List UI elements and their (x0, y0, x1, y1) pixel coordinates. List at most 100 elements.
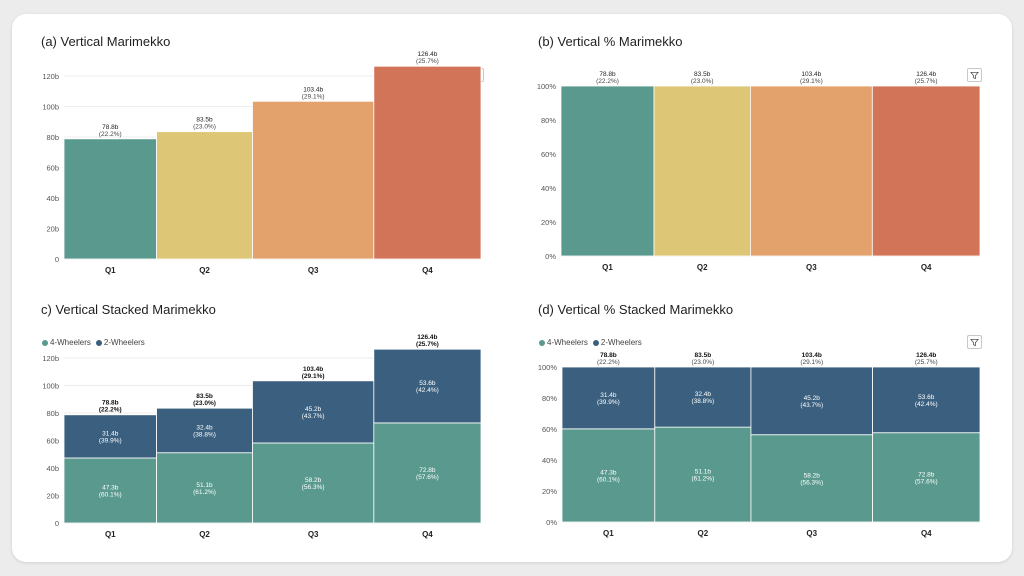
bar-segment (872, 366, 981, 434)
legend-item-4-wheelers[interactable]: 4-Wheelers (539, 338, 588, 347)
legend-label: 2-Wheelers (600, 338, 642, 347)
x-tick-label: Q3 (308, 530, 319, 539)
total-label-share: (29.1%) (302, 373, 325, 380)
segment-label-share: (56.3%) (800, 479, 823, 486)
legend-item-2-wheelers[interactable]: 2-Wheelers (95, 338, 145, 347)
x-tick-label: Q3 (308, 266, 319, 275)
y-tick-label: 0% (545, 252, 556, 261)
x-tick-label: Q2 (697, 263, 708, 272)
data-label-value: 78.8b (599, 71, 616, 78)
segment-label-share: (57.6%) (915, 478, 938, 485)
chart-b-filter-button[interactable] (967, 68, 982, 82)
segment-label-value: 72.8b (918, 471, 935, 478)
legend-swatch (539, 339, 545, 346)
data-label-value: 78.8b (102, 124, 119, 131)
y-tick-label: 80b (46, 133, 59, 142)
bar-segment (156, 452, 253, 524)
legend-swatch (592, 339, 599, 346)
segment-label-value: 32.4b (695, 391, 712, 398)
chart-c-legend: 4-Wheelers 2-Wheelers (42, 338, 145, 347)
total-label-value: 83.5b (196, 393, 213, 400)
x-tick-label: Q1 (603, 529, 614, 538)
y-tick-label: 0 (55, 255, 59, 264)
segment-label-value: 31.4b (102, 430, 119, 437)
legend-item-2-wheelers[interactable]: 2-Wheelers (592, 338, 642, 347)
data-label-value: 83.5b (694, 71, 711, 78)
bar (560, 85, 655, 257)
segment-label-share: (42.4%) (915, 401, 938, 408)
data-label-value: 126.4b (417, 51, 437, 58)
total-label-value: 83.5b (695, 352, 712, 359)
x-tick-label: Q2 (199, 266, 210, 275)
y-tick-label: 60b (46, 437, 59, 446)
y-tick-label: 100b (42, 382, 59, 391)
bar-segment (156, 407, 253, 454)
total-label-share: (25.7%) (915, 359, 938, 366)
data-label-share: (25.7%) (915, 78, 938, 85)
segment-label-value: 72.8b (419, 467, 436, 474)
segment-label-value: 31.4b (600, 392, 617, 399)
y-tick-label: 40% (542, 456, 557, 465)
filter-icon (970, 71, 979, 79)
segment-label-value: 45.2b (804, 395, 821, 402)
y-tick-label: 20b (46, 225, 59, 234)
chart-d-title: (d) Vertical % Stacked Marimekko (538, 302, 734, 317)
x-tick-label: Q4 (921, 529, 932, 538)
segment-label-share: (39.9%) (597, 399, 620, 406)
chart-d-filter-button[interactable] (967, 335, 982, 349)
total-label-value: 103.4b (802, 352, 822, 359)
y-tick-label: 20% (542, 487, 557, 496)
segment-label-share: (39.9%) (99, 437, 122, 444)
segment-label-share: (61.2%) (691, 476, 714, 483)
legend-label: 4-Wheelers (547, 338, 588, 347)
y-tick-label: 0 (55, 519, 59, 528)
y-tick-label: 120b (42, 354, 59, 363)
x-tick-label: Q4 (921, 263, 932, 272)
segment-label-value: 53.6b (918, 394, 935, 401)
segment-label-share: (57.6%) (416, 474, 439, 481)
x-tick-label: Q2 (698, 529, 709, 538)
data-label-value: 83.5b (196, 117, 213, 124)
bar (653, 85, 751, 257)
legend-item-4-wheelers[interactable]: 4-Wheelers (42, 338, 91, 347)
data-label-share: (22.2%) (99, 131, 122, 138)
bar-segment (561, 366, 656, 430)
total-label-share: (23.0%) (193, 400, 216, 407)
bar-segment (750, 366, 873, 436)
data-label-value: 103.4b (303, 86, 323, 93)
chart-d-legend: 4-Wheelers 2-Wheelers (539, 338, 642, 347)
y-tick-label: 80% (541, 116, 556, 125)
chart-a-title: (a) Vertical Marimekko (41, 34, 171, 49)
y-tick-label: 20% (541, 218, 556, 227)
filter-icon (970, 338, 979, 346)
total-label-share: (22.2%) (597, 359, 620, 366)
segment-label-share: (38.8%) (193, 431, 216, 438)
bar-segment (252, 442, 375, 524)
segment-label-share: (38.8%) (691, 398, 714, 405)
total-label-share: (22.2%) (99, 407, 122, 414)
segment-label-value: 58.2b (804, 472, 821, 479)
x-tick-label: Q2 (199, 530, 210, 539)
legend-swatch (95, 339, 102, 346)
x-tick-label: Q1 (105, 530, 116, 539)
legend-label: 4-Wheelers (50, 338, 91, 347)
y-tick-label: 80% (542, 394, 557, 403)
data-label-share: (23.0%) (193, 124, 216, 131)
segment-label-value: 51.1b (695, 469, 712, 476)
y-tick-label: 60b (46, 164, 59, 173)
data-label-share: (29.1%) (800, 78, 823, 85)
total-label-value: 78.8b (600, 352, 617, 359)
bar (63, 138, 157, 260)
x-tick-label: Q3 (806, 263, 817, 272)
total-label-share: (25.7%) (416, 341, 439, 348)
total-label-value: 126.4b (417, 334, 437, 341)
chart-b-title: (b) Vertical % Marimekko (538, 34, 683, 49)
data-label-value: 103.4b (801, 71, 821, 78)
bar-segment (63, 457, 157, 524)
x-tick-label: Q1 (105, 266, 116, 275)
segment-label-value: 32.4b (196, 424, 213, 431)
x-tick-label: Q3 (806, 529, 817, 538)
segment-label-value: 58.2b (305, 477, 322, 484)
